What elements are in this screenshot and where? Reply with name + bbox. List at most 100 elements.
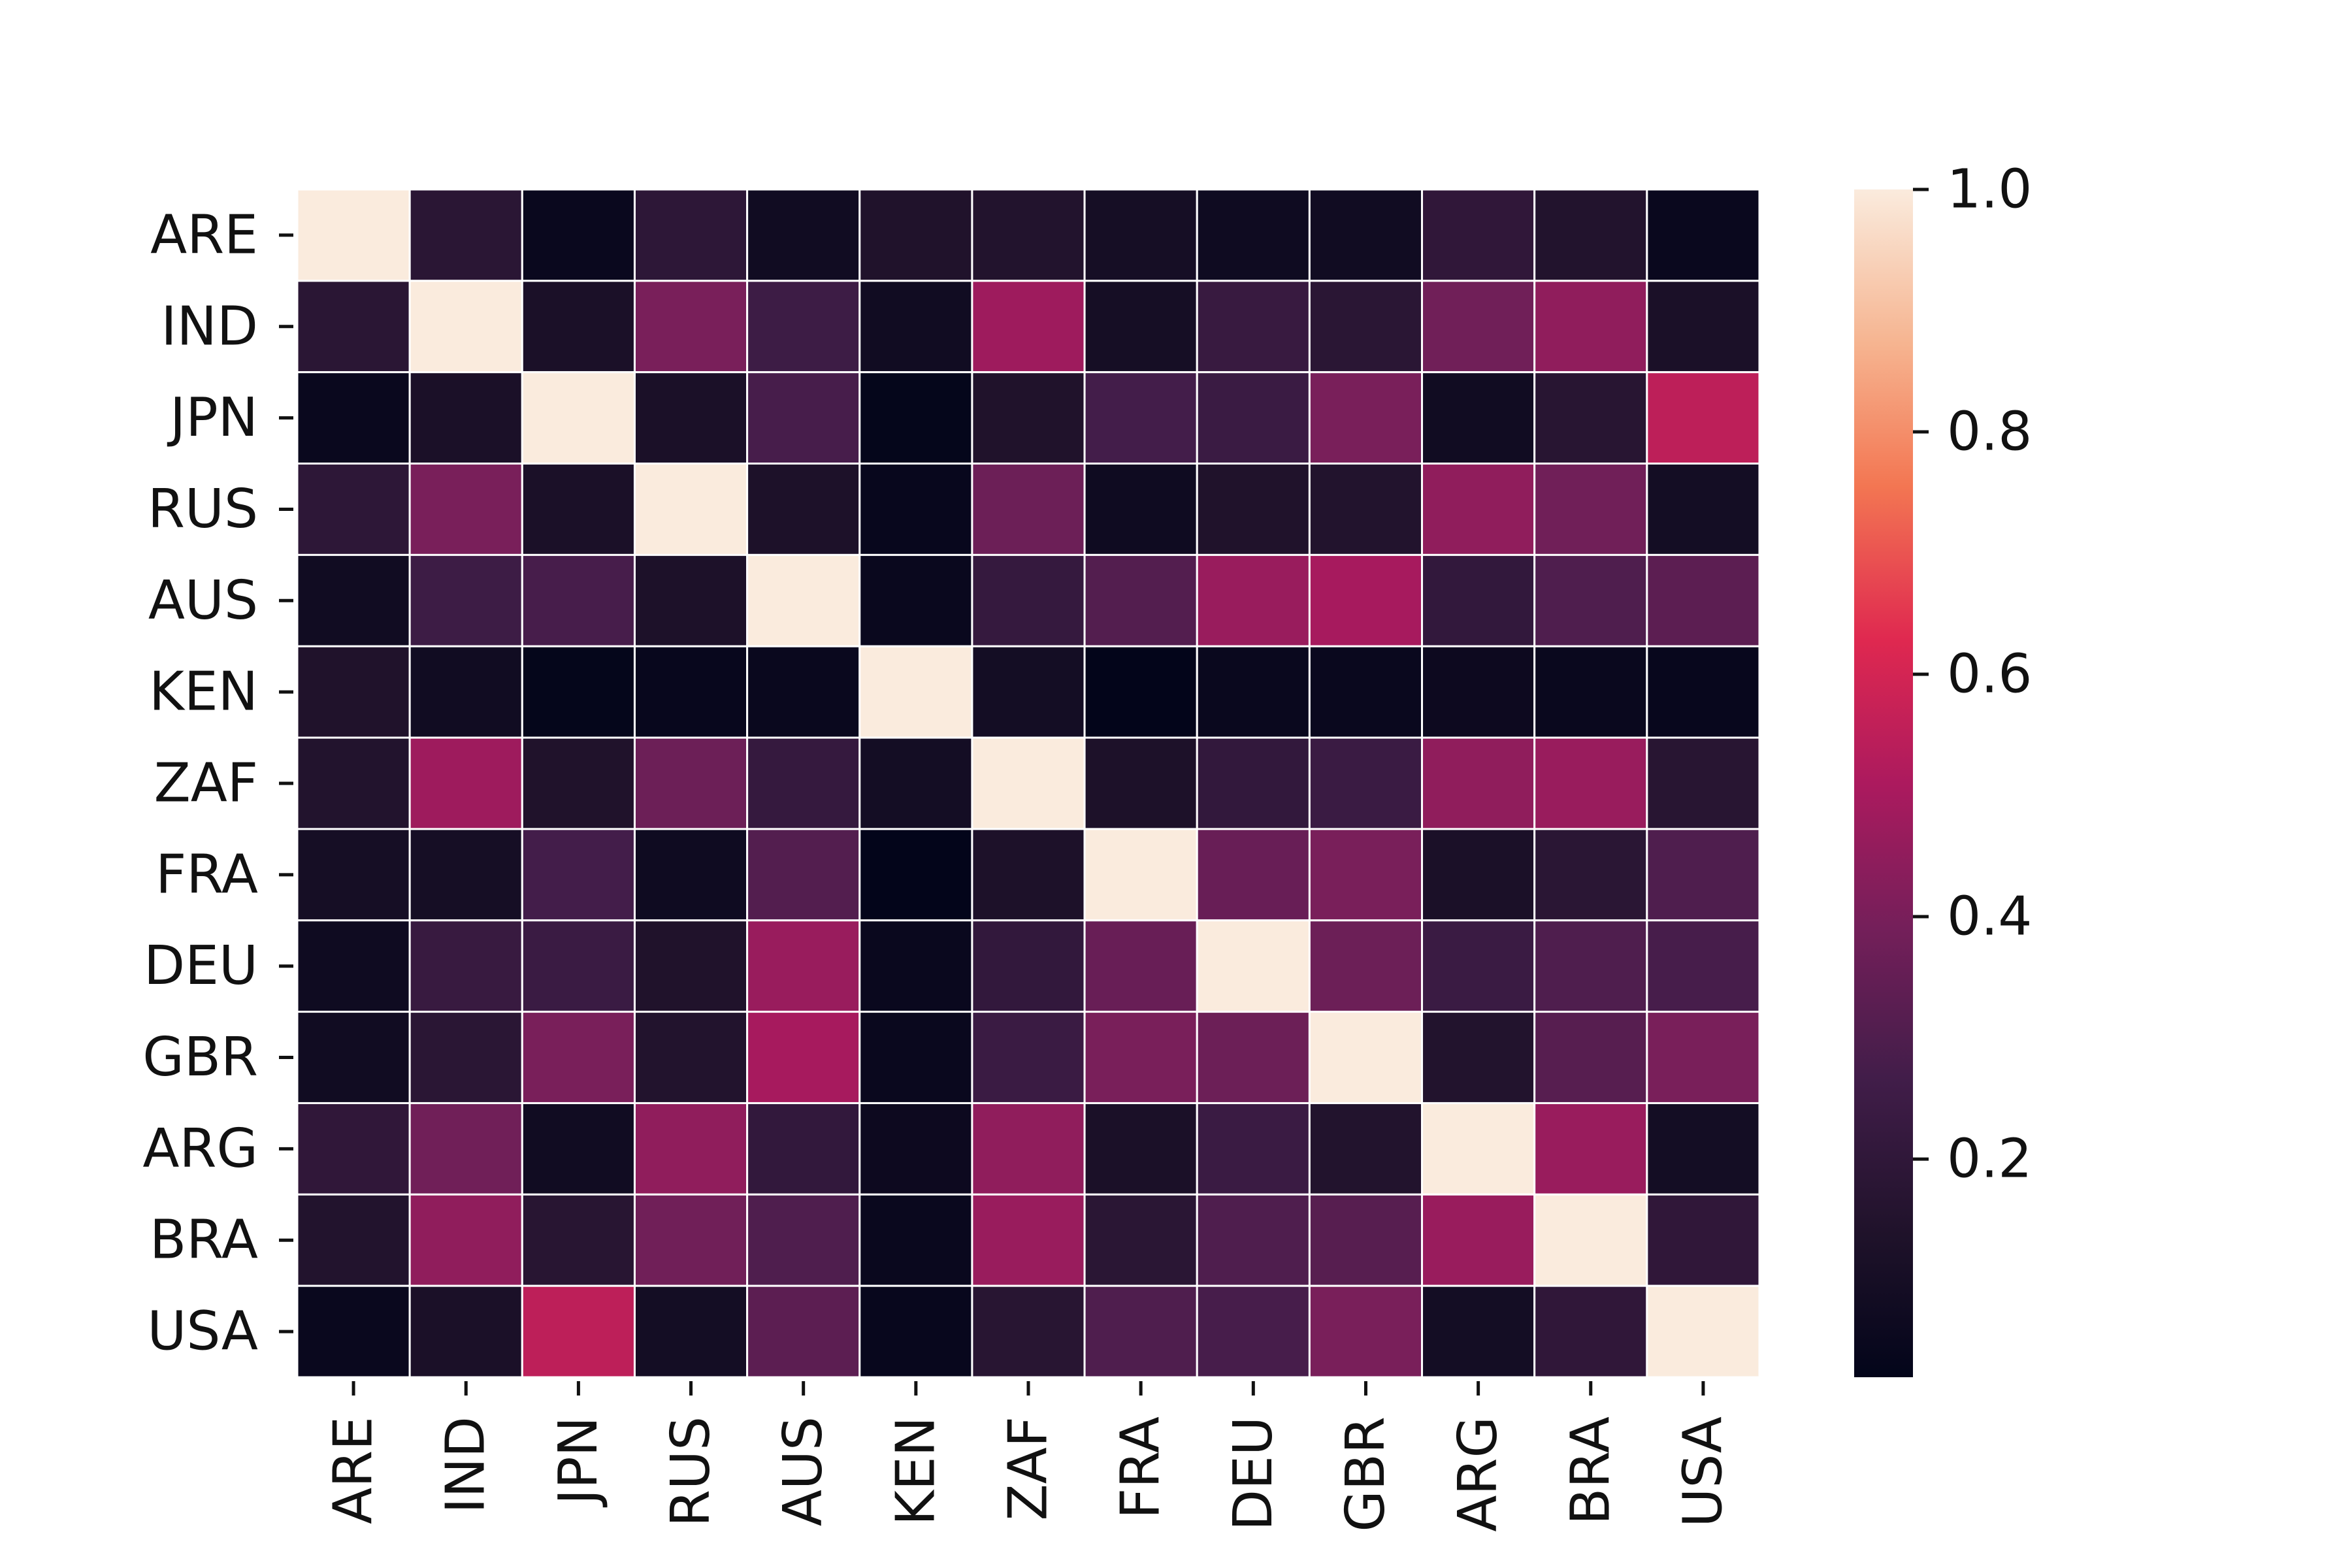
cell-JPN-ARG — [1421, 371, 1536, 465]
row-label-BRA: BRA — [150, 1209, 258, 1271]
cell-IND-RUS — [633, 280, 749, 374]
col-label-ARE: ARE — [323, 1416, 385, 1524]
cell-BRA-FRA — [1083, 1193, 1198, 1287]
cell-JPN-USA — [1646, 371, 1761, 465]
cell-DEU-ZAF — [971, 919, 1086, 1013]
cell-ARG-ARG — [1421, 1102, 1536, 1196]
cell-GBR-DEU — [1196, 1011, 1311, 1104]
row-label-ARG: ARG — [142, 1118, 258, 1180]
cell-USA-USA — [1646, 1284, 1761, 1379]
cell-FRA-DEU — [1196, 828, 1311, 922]
cell-IND-IND — [408, 280, 523, 374]
col-label-AUS: AUS — [772, 1416, 834, 1526]
col-label-KEN: KEN — [885, 1416, 947, 1526]
cell-ZAF-KEN — [858, 736, 973, 830]
cell-ZAF-ARE — [296, 736, 411, 830]
cell-IND-ARG — [1421, 280, 1536, 374]
cell-BRA-USA — [1646, 1193, 1761, 1287]
cell-ARE-JPN — [521, 188, 636, 282]
cell-FRA-BRA — [1533, 828, 1648, 922]
cell-FRA-JPN — [521, 828, 636, 922]
cell-ARE-ZAF — [971, 188, 1086, 282]
cell-JPN-GBR — [1308, 371, 1424, 465]
cell-GBR-FRA — [1083, 1011, 1198, 1104]
cell-KEN-RUS — [633, 645, 749, 739]
cell-AUS-DEU — [1196, 553, 1311, 647]
cell-IND-USA — [1646, 280, 1761, 374]
cell-AUS-ARE — [296, 553, 411, 647]
cell-ZAF-JPN — [521, 736, 636, 830]
cell-AUS-ARG — [1421, 553, 1536, 647]
cell-GBR-USA — [1646, 1011, 1761, 1104]
col-label-JPN: JPN — [547, 1416, 610, 1508]
cell-RUS-AUS — [746, 463, 861, 556]
cell-AUS-KEN — [858, 553, 973, 647]
cell-DEU-BRA — [1533, 919, 1648, 1013]
row-label-USA: USA — [147, 1301, 258, 1363]
cell-BRA-BRA — [1533, 1193, 1648, 1287]
cell-ARG-KEN — [858, 1102, 973, 1196]
cell-USA-DEU — [1196, 1284, 1311, 1379]
cell-BRA-KEN — [858, 1193, 973, 1287]
cell-AUS-RUS — [633, 553, 749, 647]
col-label-IND: IND — [435, 1416, 497, 1514]
cell-GBR-AUS — [746, 1011, 861, 1104]
cell-RUS-BRA — [1533, 463, 1648, 556]
cell-AUS-ZAF — [971, 553, 1086, 647]
cell-FRA-USA — [1646, 828, 1761, 922]
cell-DEU-ARG — [1421, 919, 1536, 1013]
cell-ARG-DEU — [1196, 1102, 1311, 1196]
cell-RUS-ZAF — [971, 463, 1086, 556]
cell-ARG-ZAF — [971, 1102, 1086, 1196]
cell-AUS-GBR — [1308, 553, 1424, 647]
cell-ZAF-USA — [1646, 736, 1761, 830]
cell-IND-ARE — [296, 280, 411, 374]
cell-FRA-KEN — [858, 828, 973, 922]
cell-USA-AUS — [746, 1284, 861, 1379]
cell-FRA-GBR — [1308, 828, 1424, 922]
cell-ARE-ARG — [1421, 188, 1536, 282]
col-label-BRA: BRA — [1560, 1416, 1622, 1525]
cell-RUS-RUS — [633, 463, 749, 556]
cell-BRA-ZAF — [971, 1193, 1086, 1287]
cell-DEU-GBR — [1308, 919, 1424, 1013]
cell-KEN-GBR — [1308, 645, 1424, 739]
cell-JPN-BRA — [1533, 371, 1648, 465]
cell-JPN-DEU — [1196, 371, 1311, 465]
cell-JPN-KEN — [858, 371, 973, 465]
cell-ZAF-RUS — [633, 736, 749, 830]
cell-USA-KEN — [858, 1284, 973, 1379]
cell-USA-BRA — [1533, 1284, 1648, 1379]
cell-ARE-BRA — [1533, 188, 1648, 282]
cell-DEU-AUS — [746, 919, 861, 1013]
row-label-AUS: AUS — [148, 570, 258, 632]
cell-ARE-AUS — [746, 188, 861, 282]
cell-KEN-FRA — [1083, 645, 1198, 739]
cell-BRA-ARG — [1421, 1193, 1536, 1287]
cell-ARE-IND — [408, 188, 523, 282]
col-label-FRA: FRA — [1110, 1416, 1172, 1519]
cell-GBR-JPN — [521, 1011, 636, 1104]
cell-BRA-RUS — [633, 1193, 749, 1287]
cell-ARG-JPN — [521, 1102, 636, 1196]
col-label-RUS: RUS — [660, 1416, 722, 1527]
cell-ZAF-GBR — [1308, 736, 1424, 830]
cell-KEN-DEU — [1196, 645, 1311, 739]
cell-ARG-IND — [408, 1102, 523, 1196]
cell-GBR-ARG — [1421, 1011, 1536, 1104]
cell-ARG-RUS — [633, 1102, 749, 1196]
cell-RUS-IND — [408, 463, 523, 556]
cell-USA-ARG — [1421, 1284, 1536, 1379]
row-label-ARE: ARE — [150, 204, 258, 266]
cell-RUS-GBR — [1308, 463, 1424, 556]
colorbar-gradient — [1854, 189, 1913, 1377]
cell-JPN-AUS — [746, 371, 861, 465]
cell-GBR-ARE — [296, 1011, 411, 1104]
cell-IND-DEU — [1196, 280, 1311, 374]
cell-BRA-JPN — [521, 1193, 636, 1287]
cell-KEN-JPN — [521, 645, 636, 739]
cell-BRA-DEU — [1196, 1193, 1311, 1287]
row-label-GBR: GBR — [142, 1026, 258, 1088]
col-label-USA: USA — [1672, 1416, 1734, 1527]
